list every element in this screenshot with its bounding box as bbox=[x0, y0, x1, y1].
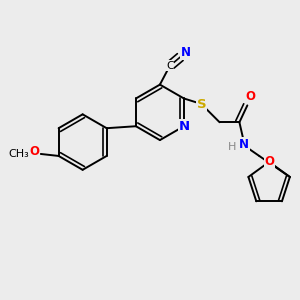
Text: N: N bbox=[178, 120, 190, 133]
Text: C: C bbox=[166, 61, 174, 71]
Text: O: O bbox=[245, 90, 255, 103]
Text: N: N bbox=[239, 138, 249, 151]
Text: N: N bbox=[181, 46, 191, 59]
Text: O: O bbox=[30, 146, 40, 158]
Text: CH₃: CH₃ bbox=[9, 149, 29, 159]
Text: H: H bbox=[228, 142, 237, 152]
Text: S: S bbox=[197, 98, 207, 111]
Text: O: O bbox=[264, 155, 274, 168]
